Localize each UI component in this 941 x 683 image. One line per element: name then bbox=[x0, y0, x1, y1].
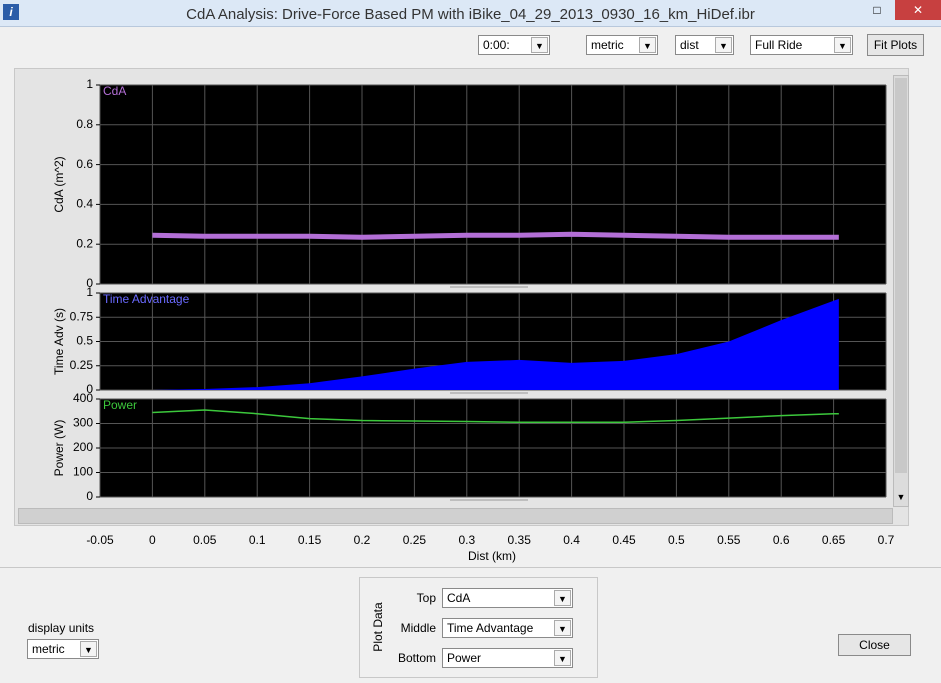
x-tick-label: 0.1 bbox=[249, 533, 266, 547]
dropdown-arrow: ▼ bbox=[715, 37, 732, 53]
legend-entry: CdA bbox=[103, 84, 126, 98]
x-tick-label: 0.55 bbox=[717, 533, 741, 547]
x-tick-label: 0.05 bbox=[193, 533, 217, 547]
y-tick-label: 0 bbox=[86, 382, 93, 396]
window-title: CdA Analysis: Drive-Force Based PM with … bbox=[186, 6, 755, 23]
dropdown-arrow: ▼ bbox=[834, 37, 851, 53]
legend-entry: Power bbox=[103, 398, 137, 412]
y-tick-label: 300 bbox=[73, 416, 93, 430]
y-tick-label: 100 bbox=[73, 465, 93, 479]
app-icon: i bbox=[3, 4, 19, 20]
y-tick-label: 0.6 bbox=[76, 157, 93, 171]
dropdown-text: dist bbox=[680, 38, 699, 52]
y-tick-label: 0 bbox=[86, 276, 93, 290]
row-label: Middle bbox=[400, 621, 436, 635]
dropdown-arrow: ▼ bbox=[80, 641, 97, 657]
x-tick-label: -0.05 bbox=[86, 533, 114, 547]
display-units-dropdown[interactable]: metric ▼ bbox=[27, 639, 99, 659]
y-tick-label: 200 bbox=[73, 440, 93, 454]
plot-dropdown[interactable]: Power ▼ bbox=[442, 648, 573, 668]
x-tick-label: 0.15 bbox=[298, 533, 322, 547]
time-dropdown[interactable]: 0:00: ▼ bbox=[478, 35, 550, 55]
y-axis-label: Time Adv (s) bbox=[52, 308, 66, 375]
axis-dropdown[interactable]: dist ▼ bbox=[675, 35, 734, 55]
x-tick-label: 0.6 bbox=[773, 533, 790, 547]
x-tick-label: 0.25 bbox=[403, 533, 427, 547]
dropdown-arrow: ▼ bbox=[531, 37, 548, 53]
units-dropdown[interactable]: metric ▼ bbox=[586, 35, 658, 55]
plot-dropdown[interactable]: Time Advantage ▼ bbox=[442, 618, 573, 638]
x-tick-label: 0.4 bbox=[563, 533, 580, 547]
dropdown-arrow: ▼ bbox=[554, 620, 571, 636]
maximize-button[interactable]: □ bbox=[873, 3, 881, 17]
y-tick-label: 1 bbox=[86, 77, 93, 91]
y-tick-label: 0.2 bbox=[76, 236, 93, 250]
units-label: display units bbox=[28, 621, 95, 635]
close-window-button[interactable]: ✕ bbox=[895, 0, 941, 20]
y-tick-label: 0.5 bbox=[76, 334, 93, 348]
data-line bbox=[152, 409, 839, 424]
scroll-down[interactable]: ▼ bbox=[896, 492, 906, 502]
y-axis-label: Power (W) bbox=[52, 420, 66, 477]
x-tick-label: 0.7 bbox=[878, 533, 895, 547]
data-line bbox=[152, 231, 839, 240]
row-label: Top bbox=[416, 591, 436, 605]
horizontal-scrollbar[interactable] bbox=[18, 508, 893, 524]
x-tick-label: 0 bbox=[149, 533, 156, 547]
dropdown-text: metric bbox=[591, 38, 624, 52]
dropdown-text: Full Ride bbox=[755, 38, 803, 52]
dropdown-text: metric bbox=[32, 642, 65, 656]
data-area bbox=[152, 298, 839, 390]
x-tick-label: 0.2 bbox=[354, 533, 371, 547]
y-tick-label: 0.4 bbox=[76, 197, 93, 211]
x-tick-label: 0.65 bbox=[822, 533, 846, 547]
fit-plots-button[interactable]: Fit Plots bbox=[867, 34, 924, 56]
plot-area bbox=[100, 85, 886, 284]
row-label: Bottom bbox=[397, 651, 436, 665]
dropdown-text: CdA bbox=[447, 591, 471, 605]
dropdown-arrow: ▼ bbox=[639, 37, 656, 53]
y-tick-label: 400 bbox=[73, 391, 93, 405]
y-tick-label: 1 bbox=[86, 285, 93, 299]
plot-dropdown[interactable]: CdA ▼ bbox=[442, 588, 573, 608]
close-button[interactable]: Close bbox=[838, 634, 911, 656]
y-tick-label: 0.75 bbox=[70, 309, 94, 323]
title-bar: i CdA Analysis: Drive-Force Based PM wit… bbox=[0, 0, 941, 27]
y-tick-label: 0.8 bbox=[76, 117, 93, 131]
y-tick-label: 0 bbox=[86, 489, 93, 503]
dropdown-arrow: ▼ bbox=[554, 650, 571, 666]
x-tick-label: 0.35 bbox=[508, 533, 532, 547]
x-tick-label: 0.3 bbox=[458, 533, 475, 547]
separator bbox=[0, 567, 941, 568]
scroll-thumb[interactable] bbox=[895, 78, 907, 473]
x-tick-label: 0.5 bbox=[668, 533, 685, 547]
y-tick-label: 0.25 bbox=[70, 358, 94, 372]
plot-data-group bbox=[359, 577, 598, 678]
dropdown-arrow: ▼ bbox=[554, 590, 571, 606]
dropdown-text: 0:00: bbox=[483, 38, 510, 52]
legend-entry: Time Advantage bbox=[103, 292, 190, 306]
x-tick-label: 0.45 bbox=[612, 533, 636, 547]
dropdown-text: Time Advantage bbox=[447, 621, 534, 635]
y-axis-label: CdA (m^2) bbox=[52, 156, 66, 212]
dropdown-text: Power bbox=[447, 651, 482, 665]
x-axis-label: Dist (km) bbox=[468, 549, 516, 563]
range-dropdown[interactable]: Full Ride ▼ bbox=[750, 35, 853, 55]
vertical-scrollbar[interactable]: ▼ bbox=[893, 75, 909, 507]
